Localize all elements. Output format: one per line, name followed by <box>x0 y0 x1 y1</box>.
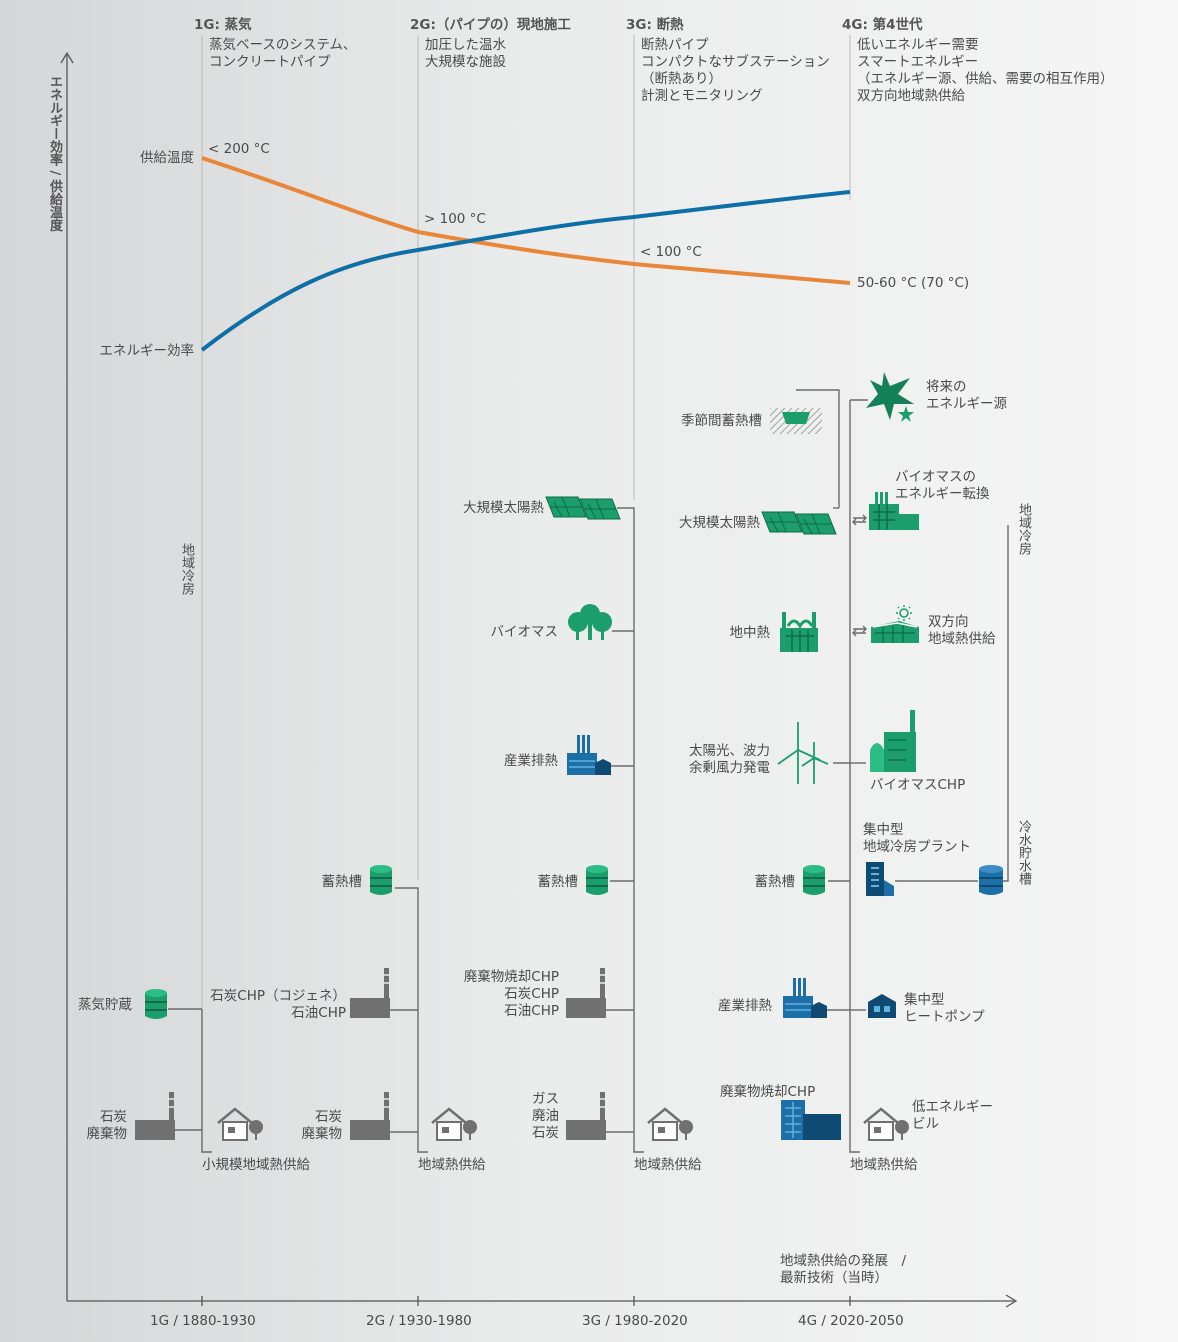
g3-chp-label: 廃棄物焼却CHP 石炭CHP 石油CHP <box>463 969 559 1019</box>
g4-heat-pump-label: 集中型 ヒートポンプ <box>904 992 985 1025</box>
g4-geothermal-label: 地中熱 <box>729 625 771 641</box>
house-with-tree-icon <box>647 1107 693 1141</box>
g4-low-energy-label: 低エネルギー ビル <box>912 1099 993 1132</box>
g4-solar-label: 大規模太陽熱 <box>679 515 760 531</box>
x-tick-label-4g: 4G / 2020-2050 <box>798 1313 904 1329</box>
g4-geo-arrow <box>852 625 867 637</box>
g4-biomass-chp-label: バイオマスCHP <box>870 777 966 793</box>
g1-cooling-label: 地域冷房 <box>179 543 194 595</box>
g4-seasonal-link <box>796 389 840 508</box>
x-axis-arrow <box>1005 1294 1018 1308</box>
geothermal-plant-icon <box>780 612 818 652</box>
g4-bidirectional-label: 双方向 地域熱供給 <box>928 614 996 647</box>
g4-waste-chp-label: 廃棄物焼却CHP <box>720 1084 816 1100</box>
house-with-tree-icon <box>863 1107 909 1141</box>
biomass-conversion-plant-icon <box>869 492 919 530</box>
heat-pump-icon <box>868 994 896 1018</box>
g4-seasonal-label: 季節間蓄熱槽 <box>681 413 762 429</box>
g3-industrial-label: 産業排熱 <box>504 753 558 769</box>
generation-title-4g: 4G: 第4世代 <box>842 17 923 33</box>
g3-storage-label: 蓄熱槽 <box>537 874 579 890</box>
storage-tank-icon <box>586 865 608 895</box>
generation-guides <box>201 35 851 1140</box>
x-tick-label-3g: 3G / 1980-2020 <box>582 1313 688 1329</box>
g4-central-cooling-label: 集中型 地域冷房プラント <box>863 822 971 855</box>
power-plant-icon <box>566 1092 606 1140</box>
g3-biomass-label: バイオマス <box>490 624 559 640</box>
central-cooling-plant-icon <box>866 862 894 896</box>
g4-cold-storage-label: 冷水貯水槽 <box>1016 820 1031 885</box>
solar-panel-icon <box>545 496 621 520</box>
temperature-point-1g: < 200 °C <box>208 141 270 157</box>
solar-panel-icon <box>761 511 837 535</box>
seasonal-storage-icon <box>770 408 822 434</box>
g4-future-label: 将来の エネルギー源 <box>926 379 1007 412</box>
energy-efficiency-curve <box>200 190 851 352</box>
generation-desc-3g: 断熱パイプ コンパクトなサブステーション （断熱あり） 計測とモニタリング <box>641 37 830 104</box>
house-with-tree-icon <box>431 1107 477 1141</box>
g4-cooling-label: 地域冷房 <box>1016 503 1031 555</box>
g3-main <box>617 507 644 1153</box>
generation-desc-2g: 加圧した温水 大規模な施設 <box>425 37 506 70</box>
y-axis-arrow <box>60 51 74 64</box>
temperature-point-3g: < 100 °C <box>640 244 702 260</box>
g2-main <box>395 887 428 1153</box>
temperature-point-4g: 50-60 °C (70 °C) <box>857 275 970 291</box>
g4-industrial-label: 産業排熱 <box>718 998 772 1014</box>
g2-network-label: 地域熱供給 <box>418 1157 486 1173</box>
generation-desc-4g: 低いエネルギー需要 スマートエネルギー （エネルギー源、供給、需要の相互作用） … <box>857 37 1114 104</box>
storage-tank-icon <box>370 865 392 895</box>
g1-steam-storage-label: 蒸気貯蔵 <box>78 997 132 1013</box>
g2-fuel-label: 石炭 廃棄物 <box>301 1109 343 1142</box>
g4-wind-label: 太陽光、波力 余剰風力発電 <box>689 743 770 776</box>
generation-title-3g: 3G: 断熱 <box>626 17 684 33</box>
axes <box>60 51 1018 1308</box>
g4-network-label: 地域熱供給 <box>850 1157 918 1173</box>
g4-cooling-vertical <box>1002 525 1009 882</box>
generation-title-2g: 2G:（パイプの）現地施工 <box>410 17 571 33</box>
chp-plant-icon <box>566 968 606 1018</box>
generation-title-1g: 1G: 蒸気 <box>194 17 252 33</box>
power-plant-icon <box>135 1092 175 1140</box>
g3-network-label: 地域熱供給 <box>634 1157 702 1173</box>
biomass-trees-icon <box>568 604 612 640</box>
connector-lines <box>168 389 1009 1153</box>
energy-efficiency-label: エネルギー効率 <box>99 343 195 359</box>
supply-temperature-curve <box>201 156 851 285</box>
g2-chp-label: 石炭CHP（コジェネ） 石油CHP <box>210 988 346 1021</box>
x-axis-caption: 地域熱供給の発展 / 最新技術（当時） <box>780 1253 907 1286</box>
g4-main <box>849 400 860 1153</box>
future-energy-star-icon <box>866 372 914 422</box>
storage-tank-icon <box>145 989 167 1019</box>
industrial-plant-icon <box>567 735 611 775</box>
x-tick-label-1g: 1G / 1880-1930 <box>150 1313 256 1329</box>
g3-fuel-label: ガス 廃油 石炭 <box>532 1091 559 1141</box>
g3-solar-label: 大規模太陽熱 <box>463 500 544 516</box>
wind-turbine-icon <box>777 722 829 784</box>
cold-water-tank-icon <box>979 865 1003 895</box>
waste-incineration-plant-icon <box>781 1100 841 1140</box>
temperature-point-2g: > 100 °C <box>424 211 486 227</box>
generation-desc-1g: 蒸気ベースのシステム、 コンクリートパイプ <box>209 37 357 70</box>
bidirectional-heating-icon <box>871 605 919 643</box>
g4-biomass-arrow <box>852 514 867 526</box>
g2-storage-label: 蓄熱槽 <box>321 874 363 890</box>
supply-temperature-label: 供給温度 <box>140 150 194 166</box>
g4-storage-label: 蓄熱槽 <box>754 874 796 890</box>
g1-main <box>201 1009 212 1153</box>
g1-network-label: 小規模地域熱供給 <box>202 1157 310 1173</box>
chp-plant-icon <box>350 968 390 1018</box>
power-plant-icon <box>350 1092 390 1140</box>
g4-biomass-conv-label: バイオマスの エネルギー転換 <box>895 469 990 502</box>
y-axis-label: エネルギー効率 / 供給温度 <box>47 75 62 232</box>
industrial-plant-icon <box>783 978 827 1018</box>
g1-fuel-label: 石炭 廃棄物 <box>86 1109 128 1142</box>
house-with-tree-icon <box>217 1107 263 1141</box>
x-tick-label-2g: 2G / 1930-1980 <box>366 1313 472 1329</box>
storage-tank-icon <box>803 865 825 895</box>
biomass-chp-plant-icon <box>870 710 916 772</box>
